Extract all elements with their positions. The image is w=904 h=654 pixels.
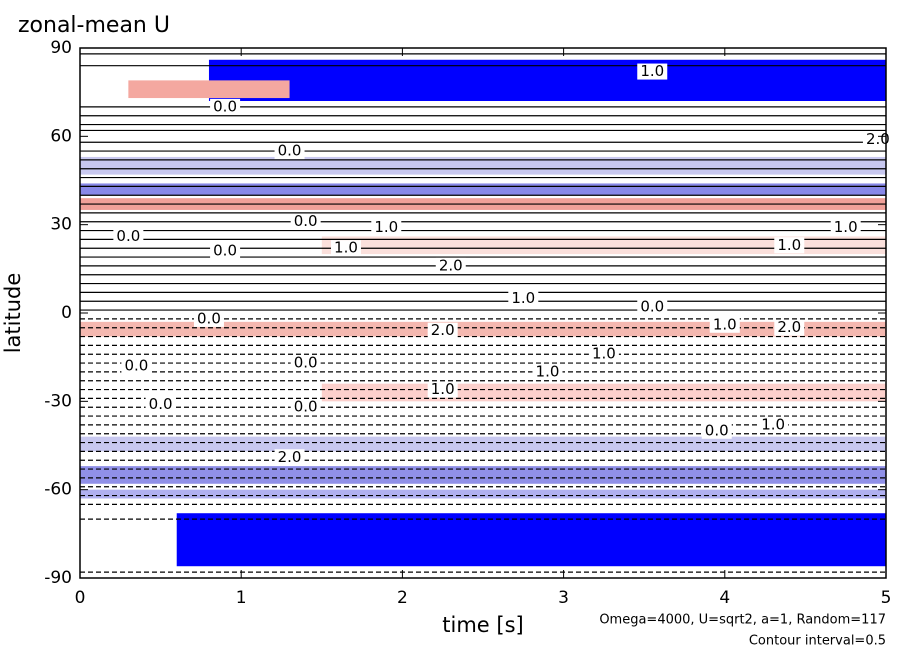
x-tick-label: 3 (558, 588, 569, 608)
chart-title: zonal-mean U (18, 13, 170, 38)
contour-label: 2.0 (278, 448, 302, 466)
y-tick-label: 30 (50, 215, 72, 235)
x-tick-label: 5 (881, 588, 892, 608)
label-backdrop (830, 219, 861, 236)
note: Omega=4000, U=sqrt2, a=1, Random=117 (599, 613, 886, 628)
contour-label: 2.0 (439, 256, 463, 274)
contour-label: 2.0 (866, 130, 890, 148)
y-tick-label: -60 (44, 480, 72, 500)
contour-label: 1.0 (431, 380, 455, 398)
label-backdrop (290, 355, 321, 372)
contour-label: 1.0 (334, 239, 358, 257)
y-axis-label: latitude (1, 273, 25, 354)
shaded-band (208, 59, 886, 101)
contour-label: 2.0 (431, 321, 455, 339)
contour-label: 0.0 (294, 212, 318, 230)
label-backdrop (330, 240, 361, 257)
label-backdrop (371, 219, 402, 236)
label-backdrop (427, 322, 458, 339)
label-backdrop (274, 449, 305, 466)
contour-label: 1.0 (713, 315, 737, 333)
contour-label: 1.0 (834, 218, 858, 236)
y-tick-label: -90 (44, 568, 72, 588)
shaded-band (321, 236, 886, 255)
contour-label: 0.0 (278, 142, 302, 160)
x-axis-label: time [s] (442, 613, 523, 637)
contour-label: 1.0 (761, 415, 785, 433)
shaded-band (80, 321, 886, 337)
contour-label: 1.0 (374, 218, 398, 236)
shaded-band (80, 183, 886, 196)
label-backdrop (121, 358, 152, 374)
x-tick-label: 2 (397, 588, 408, 608)
shaded-band (80, 156, 886, 175)
shaded-band (321, 383, 886, 402)
label-backdrop (435, 257, 466, 274)
contour-label: 1.0 (592, 345, 616, 363)
label-backdrop (774, 319, 805, 336)
label-backdrop (210, 243, 241, 260)
contour-label: 0.0 (294, 354, 318, 372)
label-backdrop (193, 310, 224, 327)
label-backdrop (758, 416, 789, 433)
label-backdrop (290, 399, 321, 416)
contour-label: 0.0 (213, 242, 237, 260)
label-backdrop (290, 213, 321, 230)
label-backdrop (774, 237, 805, 254)
contour-label: 0.0 (213, 97, 237, 115)
label-backdrop (637, 63, 668, 80)
x-tick-label: 0 (75, 588, 86, 608)
label-backdrop (210, 98, 241, 115)
contour-label: 0.0 (640, 298, 664, 316)
y-tick-label: 90 (50, 38, 72, 58)
shaded-band (80, 489, 886, 499)
contour-label: 1.0 (640, 62, 664, 80)
contour-label: 0.0 (149, 395, 173, 413)
contour-label: 0.0 (294, 398, 318, 416)
contour-label: 0.0 (705, 421, 729, 439)
contour-label: 2.0 (777, 318, 801, 336)
contour-label: 1.0 (511, 289, 535, 307)
label-backdrop (508, 290, 539, 307)
label-backdrop (427, 381, 458, 398)
shaded-band (176, 513, 887, 567)
label-backdrop (113, 228, 144, 245)
label-backdrop (588, 346, 619, 363)
x-tick-label: 1 (236, 588, 247, 608)
label-backdrop (637, 299, 668, 316)
label-backdrop (145, 396, 176, 413)
contour-label: 0.0 (116, 227, 140, 245)
shaded-band (80, 466, 886, 484)
label-backdrop (709, 316, 740, 333)
contour-label: 1.0 (777, 236, 801, 254)
x-tick-label: 4 (719, 588, 730, 608)
note: Contour interval=0.5 (749, 634, 886, 649)
contour-label: 0.0 (124, 357, 148, 375)
label-backdrop (532, 363, 563, 380)
contour-label: 1.0 (536, 362, 560, 380)
y-tick-label: 0 (61, 303, 72, 323)
y-tick-label: 60 (50, 126, 72, 146)
shaded-band (128, 80, 290, 99)
shaded-band (80, 436, 886, 452)
label-backdrop (701, 422, 732, 439)
y-tick-label: -30 (44, 391, 72, 411)
label-backdrop (274, 143, 305, 160)
contour-label: 0.0 (197, 309, 221, 327)
